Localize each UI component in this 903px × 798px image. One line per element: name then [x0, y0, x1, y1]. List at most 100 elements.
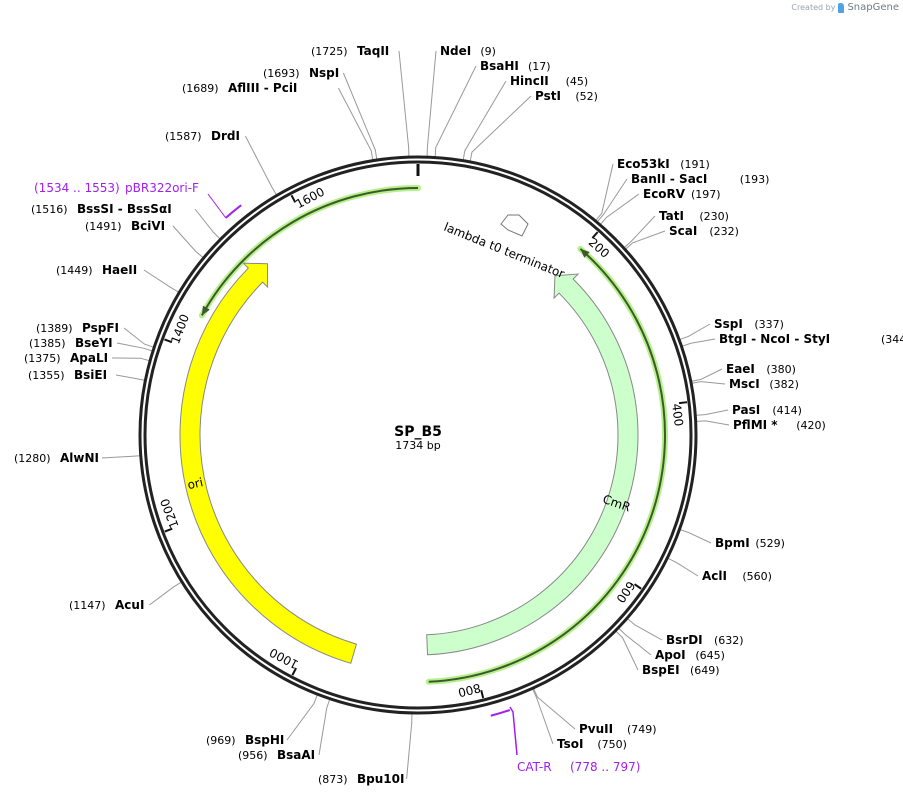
tick-mark: [591, 231, 599, 239]
enzyme-name: Eco53kI: [617, 157, 670, 171]
enzyme-leader-line: [595, 163, 614, 221]
enzyme-leader-line: [532, 689, 554, 745]
enzyme-position: (1587): [165, 130, 202, 143]
enzyme-site-drdi[interactable]: (1587) DrdI: [165, 129, 240, 143]
enzyme-position: (1385): [29, 337, 66, 350]
enzyme-site-taqii[interactable]: (1725) TaqII: [311, 44, 389, 58]
enzyme-site-afliii[interactable]: (1689) AflIII - PciI: [182, 81, 297, 95]
enzyme-position: (873): [318, 773, 348, 786]
enzyme-position: (529): [755, 537, 785, 550]
orf-line: [428, 248, 666, 683]
enzyme-position: (1449): [56, 264, 93, 277]
enzyme-leader-line: [398, 50, 410, 157]
enzyme-site-bpmi[interactable]: BpmI (529): [715, 536, 785, 550]
enzyme-site-banii[interactable]: BanII - SacI (193): [631, 172, 769, 186]
enzyme-leader-line: [691, 368, 723, 382]
enzyme-name: AlwNI: [60, 451, 99, 465]
enzyme-leader-line: [116, 342, 153, 352]
orf-line: [201, 187, 419, 316]
enzyme-site-sspi[interactable]: SspI (337): [714, 317, 784, 331]
enzyme-position: (1280): [14, 452, 51, 465]
enzyme-position: (632): [714, 634, 744, 647]
enzyme-site-bsaai[interactable]: (956) BsaAI: [238, 748, 315, 762]
enzyme-name: BssSI - BssSαI: [77, 202, 172, 216]
enzyme-site-bsrdi[interactable]: BsrDI (632): [666, 633, 744, 647]
enzyme-name: PspFI: [82, 321, 119, 335]
enzyme-leader-line: [667, 558, 699, 577]
enzyme-site-haeii[interactable]: (1449) HaeII: [56, 263, 137, 277]
enzyme-site-pvuii[interactable]: PvuII (749): [579, 722, 657, 736]
enzyme-leader-line: [111, 357, 150, 362]
enzyme-name: EcoRV: [643, 187, 686, 201]
tick-mark: [164, 527, 173, 533]
enzyme-leader-line: [625, 230, 666, 250]
enzyme-site-alwni[interactable]: (1280) AlwNI: [14, 451, 99, 465]
enzyme-name: TaqII: [357, 44, 389, 58]
enzyme-leader-line: [692, 381, 726, 385]
enzyme-site-bcivi[interactable]: (1491) BciVI: [85, 219, 165, 233]
enzyme-site-bseyi[interactable]: (1385) BseYI: [29, 336, 113, 350]
snapgene-credit: Created by SnapGene: [791, 2, 899, 13]
enzyme-site-apali[interactable]: (1375) ApaLI: [24, 351, 108, 365]
enzyme-name: PasI: [732, 403, 760, 417]
enzyme-site-pflmi[interactable]: PflMI * (420): [733, 418, 826, 432]
enzyme-position: (1147): [69, 599, 106, 612]
enzyme-name: NdeI: [440, 44, 471, 58]
feature-ori[interactable]: ori: [179, 262, 358, 664]
enzyme-name: TatI: [659, 209, 684, 223]
primer-cat-r[interactable]: CAT-R (778 .. 797): [490, 706, 641, 774]
credit-prefix: Created by: [791, 3, 836, 12]
enzyme-site-pspfi[interactable]: (1389) PspFI: [36, 321, 119, 335]
feature-cmr[interactable]: CmR: [426, 273, 639, 656]
enzyme-site-bsphi[interactable]: (969) BspHI: [206, 733, 284, 747]
enzyme-site-ecorv[interactable]: EcoRV (197): [643, 187, 721, 201]
enzyme-leader-line: [172, 225, 204, 258]
enzyme-site-acui[interactable]: (1147) AcuI: [69, 598, 144, 612]
enzyme-site-msci[interactable]: MscI (382): [729, 377, 799, 391]
enzyme-position: (344): [881, 333, 903, 346]
enzyme-site-bspei[interactable]: BspEI (649): [642, 663, 720, 677]
enzyme-leader-line: [627, 618, 663, 641]
enzyme-site-psti[interactable]: PstI (52): [535, 89, 598, 103]
primer-pbr322ori-f[interactable]: (1534 .. 1553) pBR322ori-F: [34, 181, 242, 219]
ori-arrow-icon: [179, 262, 358, 664]
enzyme-position: (230): [699, 210, 729, 223]
enzyme-site-bsahi[interactable]: BsaHI (17): [480, 59, 551, 73]
enzyme-leader-line: [600, 193, 640, 225]
enzyme-name: ApoI: [655, 648, 686, 662]
enzyme-name: PstI: [535, 89, 561, 103]
enzyme-site-hincii[interactable]: HincII (45): [510, 74, 588, 88]
enzyme-site-tsoi[interactable]: TsoI (750): [557, 737, 627, 751]
enzyme-site-acli[interactable]: AclI (560): [702, 569, 772, 583]
plasmid-name: SP_B5: [394, 424, 442, 440]
enzyme-name: DrdI: [211, 129, 240, 143]
enzyme-name: BpmI: [715, 536, 750, 550]
feature-label: ori: [186, 475, 204, 492]
enzyme-position: (52): [575, 90, 598, 103]
enzyme-site-ndei[interactable]: NdeI (9): [440, 44, 496, 58]
enzyme-site-eco53ki[interactable]: Eco53kI (191): [617, 157, 710, 171]
enzyme-leader-line: [462, 80, 507, 160]
enzyme-site-pasi[interactable]: PasI (414): [732, 403, 802, 417]
enzyme-site-btgi[interactable]: BtgI - NcoI - StyI (344): [719, 332, 903, 346]
tick-mark: [164, 338, 173, 344]
enzyme-labels: (1725) TaqII NdeI (9)BsaHI (17)HincII (45)Pst…: [14, 44, 903, 786]
enzyme-site-bsiei[interactable]: (1355) BsiEI: [28, 368, 107, 382]
feature-lambda-t0-terminator[interactable]: lambda t0 terminator: [442, 214, 567, 281]
enzyme-site-apoi[interactable]: ApoI (645): [655, 648, 725, 662]
tick-mark: [634, 583, 642, 590]
enzyme-name: BsaAI: [277, 748, 315, 762]
cmr-arrow-icon: [426, 273, 639, 656]
enzyme-site-nspi[interactable]: (1693) NspI: [263, 66, 339, 80]
enzyme-position: (969): [206, 734, 236, 747]
enzyme-site-eaei[interactable]: EaeI (380): [726, 362, 796, 376]
enzyme-site-tati[interactable]: TatI (230): [659, 209, 729, 223]
enzyme-site-bpu10i[interactable]: (873) Bpu10I: [318, 772, 404, 786]
orf-arcs: [198, 185, 668, 685]
enzyme-site-scai[interactable]: ScaI (232): [669, 224, 739, 238]
enzyme-site-bsssi[interactable]: (1516) BssSI - BssSαI: [31, 202, 172, 216]
enzyme-leader-line: [123, 327, 154, 348]
enzyme-leader-line: [286, 694, 318, 741]
enzyme-leader-line: [618, 628, 652, 656]
